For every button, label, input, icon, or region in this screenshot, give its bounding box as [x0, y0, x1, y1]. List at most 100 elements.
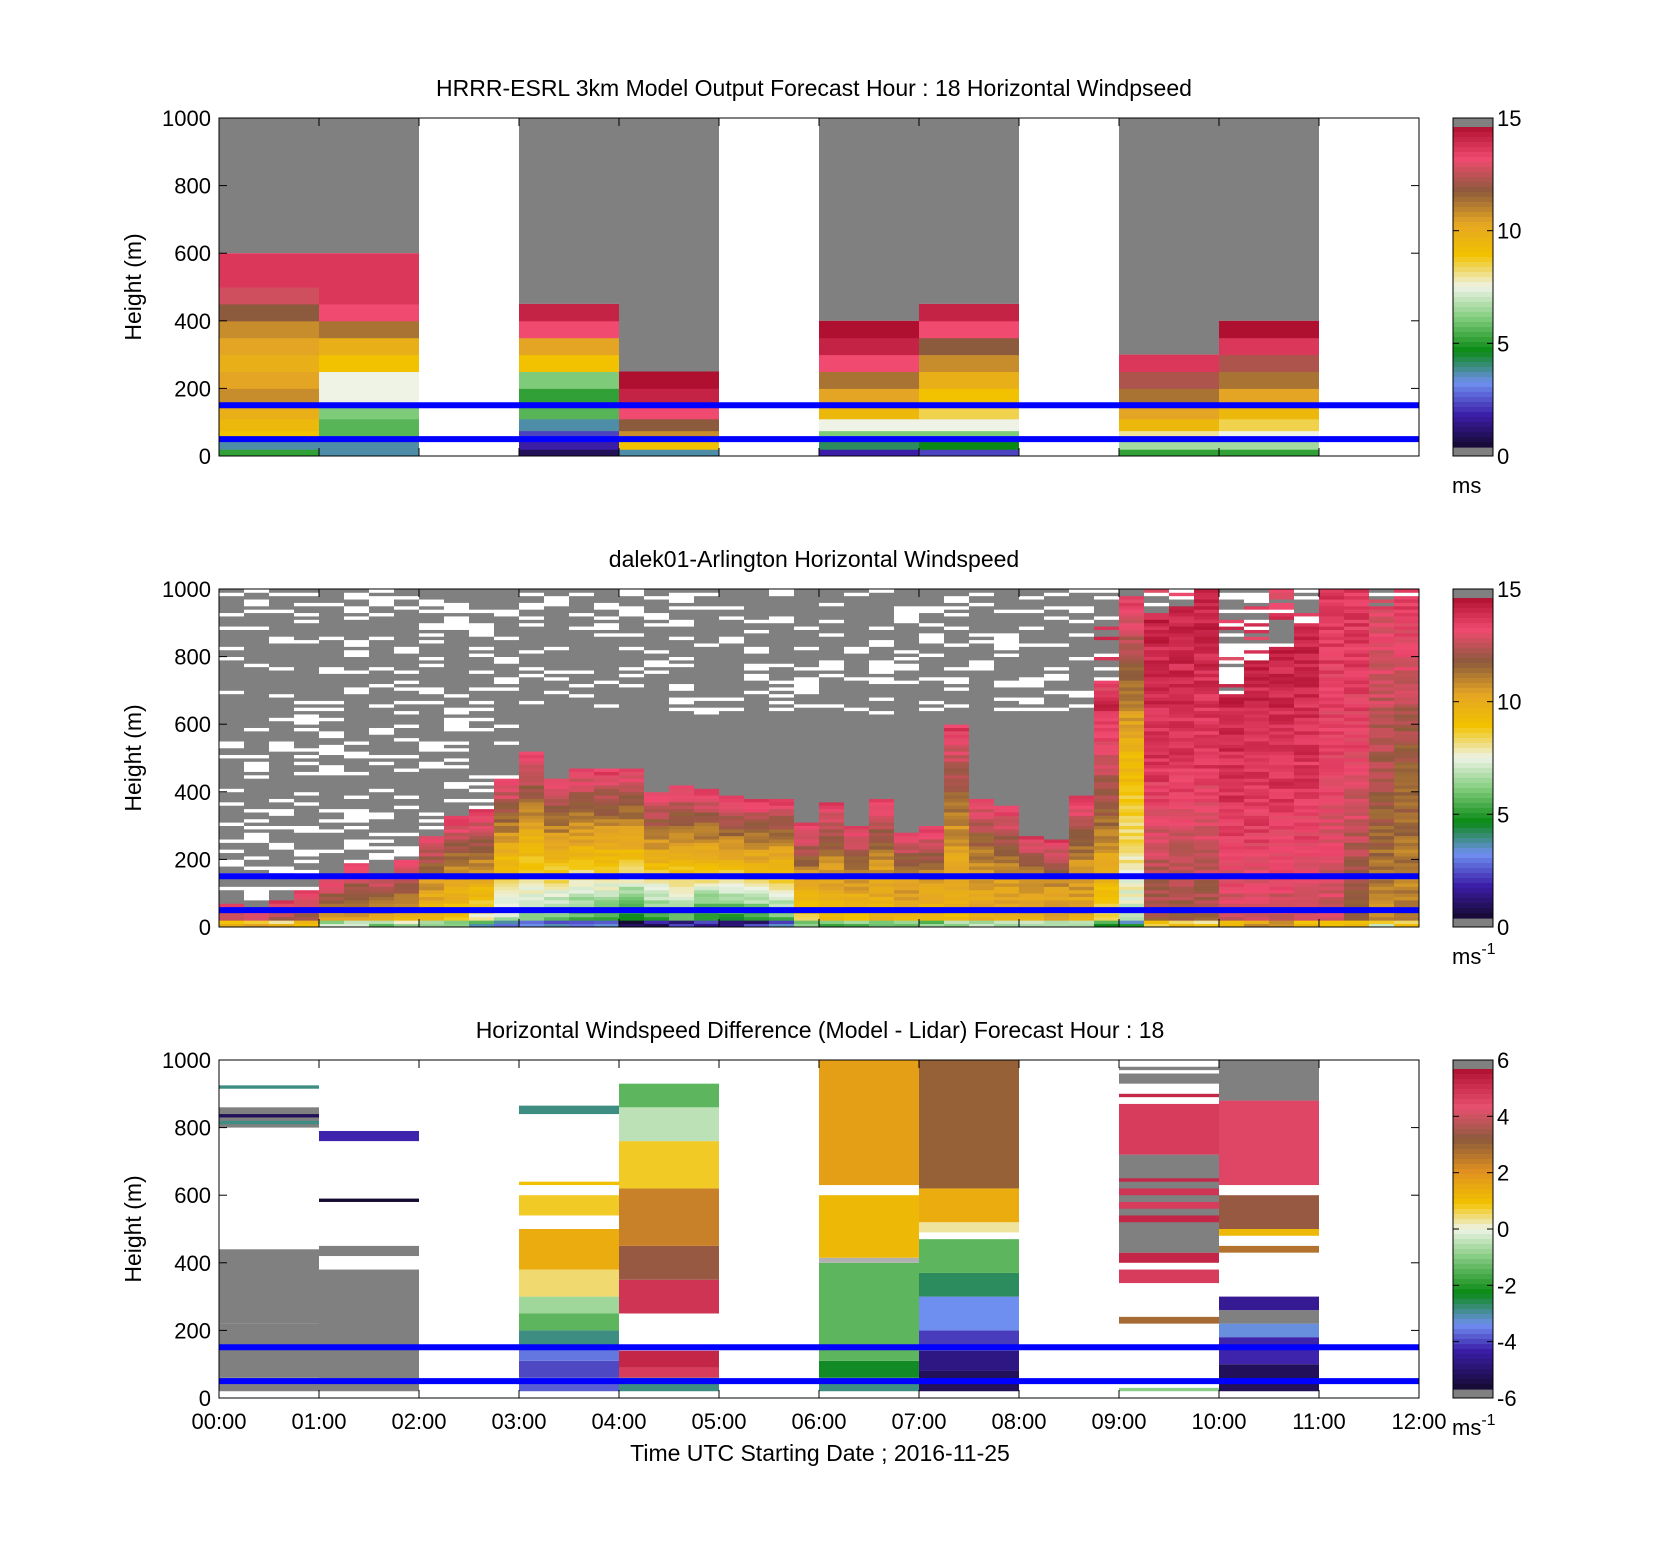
cell — [269, 835, 295, 840]
cell — [844, 778, 870, 783]
cell — [219, 825, 245, 830]
cell — [544, 852, 570, 857]
cell — [1169, 835, 1195, 840]
cell — [844, 791, 870, 796]
cell — [794, 751, 820, 756]
cell — [1394, 710, 1420, 715]
cell — [619, 825, 645, 830]
cell — [1244, 886, 1270, 891]
cell — [644, 835, 670, 840]
cell — [794, 703, 820, 708]
cell — [1069, 690, 1095, 695]
cell — [244, 659, 270, 664]
cell — [1169, 815, 1195, 820]
cell — [1369, 828, 1395, 833]
cell — [369, 886, 395, 891]
cell — [669, 589, 695, 593]
cell — [619, 683, 645, 688]
cell — [1244, 612, 1270, 617]
cell — [1069, 697, 1095, 701]
cell — [769, 774, 795, 779]
cell — [969, 616, 995, 620]
cell — [644, 687, 670, 691]
colorbar-band — [1453, 357, 1493, 363]
cell — [819, 832, 845, 837]
cell — [1119, 744, 1145, 749]
cell — [319, 856, 345, 860]
cell — [794, 714, 820, 718]
cell — [819, 798, 845, 803]
cell — [694, 795, 720, 799]
cell — [394, 670, 420, 674]
cell-nodata — [319, 118, 419, 254]
cell — [1119, 781, 1145, 786]
cell — [1344, 646, 1370, 651]
cell — [1394, 791, 1420, 796]
cell — [819, 828, 845, 833]
cell — [269, 683, 295, 688]
cell — [969, 734, 995, 739]
cell — [1169, 717, 1195, 722]
cell — [919, 737, 945, 742]
cell — [1244, 727, 1270, 732]
cell — [1369, 693, 1395, 698]
cell — [894, 605, 920, 610]
cell — [944, 879, 970, 884]
cell — [769, 697, 795, 701]
cell — [994, 643, 1020, 647]
cell — [369, 592, 395, 597]
cell — [394, 774, 420, 779]
cell — [544, 791, 570, 796]
cell — [794, 785, 820, 789]
cell — [994, 815, 1020, 820]
cell — [544, 626, 570, 630]
cell — [744, 626, 770, 630]
cell — [544, 717, 570, 722]
cell — [1044, 683, 1070, 688]
cell — [1369, 616, 1395, 620]
cell — [1094, 710, 1120, 715]
cell — [794, 602, 820, 607]
cell — [1094, 676, 1120, 681]
cell — [444, 676, 470, 681]
cell — [594, 795, 620, 799]
cell — [744, 646, 770, 651]
cell — [794, 845, 820, 850]
cell — [369, 717, 395, 722]
cell — [494, 886, 520, 891]
cell — [344, 592, 370, 597]
cell — [969, 788, 995, 793]
cell — [219, 612, 245, 617]
cell — [869, 727, 895, 732]
cell — [1319, 913, 1345, 918]
cell — [819, 785, 845, 789]
cell — [319, 690, 345, 695]
cell — [1369, 771, 1395, 776]
cell — [1269, 832, 1295, 837]
cell — [1194, 788, 1220, 793]
cell — [494, 771, 520, 776]
cell — [519, 856, 545, 860]
cell — [1094, 656, 1120, 661]
cell — [594, 771, 620, 776]
cell — [394, 649, 420, 654]
cell — [819, 639, 845, 644]
cell — [794, 636, 820, 641]
cell — [819, 791, 845, 796]
cell — [694, 680, 720, 685]
cell — [319, 869, 345, 874]
cell — [519, 825, 545, 830]
cell — [1019, 646, 1045, 651]
cell — [294, 707, 320, 712]
cell — [719, 697, 745, 701]
cell — [669, 764, 695, 769]
cell — [1069, 866, 1095, 870]
cell — [1119, 717, 1145, 722]
cell — [219, 724, 245, 728]
cell — [969, 670, 995, 674]
cell — [369, 896, 395, 901]
cell — [1394, 886, 1420, 891]
cell — [1244, 656, 1270, 661]
cell — [919, 683, 945, 688]
colorbar-band — [1453, 312, 1493, 318]
